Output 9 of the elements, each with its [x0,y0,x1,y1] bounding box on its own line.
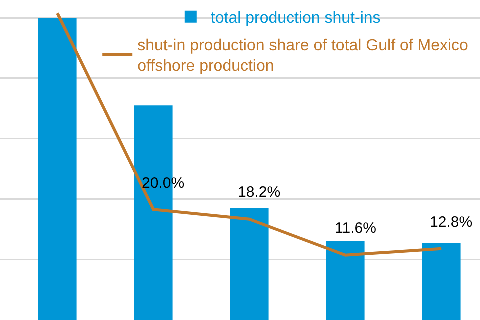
bar [38,18,77,320]
bar [230,208,269,320]
legend-label: shut-in production share of total Gulf of Mexico offshore production [138,37,469,76]
legend-label: total production shut-ins [210,10,381,28]
data-label: 12.8% [430,214,473,231]
bar [422,243,461,320]
bar [326,242,365,320]
data-label: 18.2% [238,184,281,201]
data-label: 11.6% [335,220,376,237]
